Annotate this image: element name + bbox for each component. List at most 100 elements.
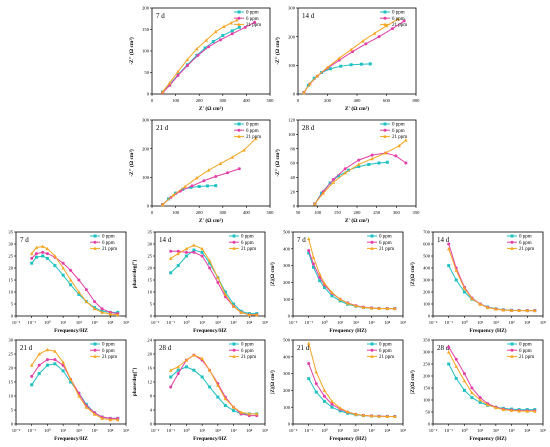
data-point: [204, 38, 208, 42]
data-point: [533, 409, 537, 413]
data-point: [349, 47, 353, 52]
data-point: [200, 250, 204, 254]
data-point: [331, 180, 336, 184]
data-point: [176, 251, 180, 256]
data-point: [196, 53, 200, 57]
legend-label: 6 ppm: [519, 241, 532, 246]
data-point: [390, 27, 394, 31]
data-point: [338, 297, 342, 301]
y-tick-label: 15: [8, 278, 13, 283]
data-point: [478, 398, 482, 402]
data-point: [176, 69, 180, 74]
data-point: [45, 256, 49, 260]
data-point: [208, 266, 212, 270]
series-6-ppm: [313, 151, 408, 206]
data-point: [253, 20, 257, 24]
legend-marker: [370, 348, 374, 352]
legend-marker: [237, 134, 241, 138]
data-point: [478, 302, 482, 306]
legend-label: 6 ppm: [246, 17, 259, 22]
data-point: [478, 400, 482, 404]
y-tick-label: 30: [147, 242, 152, 247]
data-point: [447, 362, 451, 366]
data-point: [190, 184, 194, 188]
data-point: [359, 62, 363, 66]
y-axis-title: -Z'' (Ω cm²): [274, 149, 281, 177]
data-point: [230, 29, 234, 33]
data-point: [357, 158, 361, 162]
data-point: [307, 248, 311, 252]
data-point: [517, 308, 521, 312]
data-point: [343, 167, 347, 171]
legend-marker: [370, 354, 374, 358]
data-point: [37, 363, 41, 367]
data-point: [192, 243, 196, 247]
data-point: [339, 64, 343, 68]
data-point: [216, 395, 220, 399]
series-21-ppm: [30, 347, 120, 422]
x-tick-label: 10²: [353, 428, 360, 433]
x-tick-label: 150: [334, 210, 342, 215]
series-line: [314, 152, 407, 205]
series-21-ppm: [313, 138, 408, 206]
legend-label: 21 ppm: [392, 23, 407, 28]
x-tick-label: 10⁴: [384, 428, 391, 433]
x-tick-label: 10⁴: [107, 428, 114, 433]
series-6-ppm: [30, 358, 120, 420]
data-point: [322, 399, 326, 403]
y-tick-label: 300: [423, 350, 431, 355]
x-tick-label: 100: [172, 98, 180, 103]
data-point: [41, 250, 45, 254]
series-6-ppm: [302, 19, 406, 95]
data-point: [34, 245, 39, 250]
plot-frame: [432, 339, 544, 425]
legend-label: 0 ppm: [379, 235, 392, 240]
x-tick-label: 10²: [215, 428, 222, 433]
x-tick-label: 500: [267, 98, 275, 103]
x-tick-label: 10⁰: [183, 320, 190, 325]
series-line: [31, 349, 118, 421]
data-point: [53, 349, 57, 353]
x-tick-label: 10⁻²: [429, 320, 438, 325]
legend-label: 0 ppm: [102, 235, 115, 240]
legend-marker: [93, 234, 97, 238]
chart-bode-28d: 10⁻² 10⁻¹ 10⁰ 10¹ 10² 10³ 10⁴ 10⁵ 0 50 100 150 200 25…: [409, 338, 546, 442]
panel-label: 7 d: [297, 236, 306, 244]
data-point: [322, 285, 326, 289]
legend-label: 6 ppm: [102, 349, 115, 354]
legend-marker: [232, 348, 236, 352]
y-tick-label: 25: [147, 254, 152, 259]
y-tick-label: 0: [11, 422, 14, 427]
y-axis-title: phase/deg(°): [131, 368, 138, 397]
legend-label: 21 ppm: [246, 23, 261, 28]
data-point: [322, 281, 327, 285]
legend-label: 21 ppm: [519, 355, 534, 360]
y-tick-label: 120: [288, 118, 296, 123]
series-line: [303, 18, 399, 93]
data-point: [385, 160, 389, 164]
y-axis-title: |Z|(Ω cm²): [409, 262, 416, 286]
data-point: [195, 176, 199, 180]
x-tick-label: 10²: [215, 320, 222, 325]
legend-marker: [237, 128, 241, 132]
y-tick-label: 10: [8, 290, 13, 295]
data-point: [494, 405, 498, 410]
data-point: [343, 171, 347, 175]
x-tick-label: 10⁴: [246, 428, 253, 433]
x-tick-label: 10⁻²: [429, 428, 438, 433]
data-point: [501, 407, 506, 412]
y-tick-label: 0: [147, 204, 150, 209]
data-point: [30, 374, 34, 378]
x-tick-label: 10⁻¹: [28, 428, 37, 433]
legend-marker: [93, 354, 97, 358]
x-tick-label: 100: [172, 210, 180, 215]
legend-label: 6 ppm: [379, 349, 392, 354]
y-tick-label: 250: [423, 362, 431, 367]
data-point: [116, 417, 120, 422]
data-point: [232, 302, 236, 306]
x-tick-label: 10⁴: [384, 320, 391, 325]
y-tick-label: 150: [423, 386, 431, 391]
data-point: [330, 399, 334, 403]
series-line: [308, 363, 395, 417]
